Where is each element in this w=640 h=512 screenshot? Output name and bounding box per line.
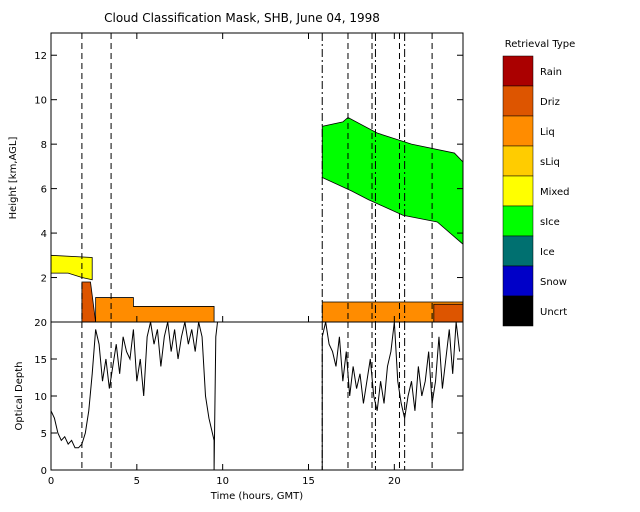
- colorbar-label-liq: Liq: [540, 127, 555, 138]
- mask-regions: [50, 116, 464, 323]
- bottom-y-tick-label-2: 10: [34, 392, 47, 403]
- optical-depth-lines: [50, 321, 461, 471]
- bottom-y-tick-label-0: 0: [41, 466, 47, 477]
- optical-depth-series-1: [321, 321, 461, 470]
- region-liq-2: [95, 297, 215, 323]
- colorbar-label-uncrt: Uncrt: [540, 307, 567, 318]
- colorbar-label-rain: Rain: [540, 67, 562, 78]
- top-y-ticks: 2 4 6 8 10 12: [34, 51, 463, 285]
- x-axis-label: Time (hours, GMT): [210, 491, 304, 502]
- colorbar-label-snow: Snow: [540, 277, 567, 288]
- top-y-tick-label-0: 2: [41, 274, 47, 285]
- top-y-tick-label-3: 8: [41, 140, 47, 151]
- x-tick-label-0: 0: [48, 476, 54, 487]
- bottom-x-ticks: 0 5 10 15 20: [48, 464, 401, 487]
- x-tick-label-3: 15: [302, 476, 315, 487]
- colorbar-swatch-snow: [502, 265, 534, 297]
- bottom-plot-frame: [50, 321, 464, 471]
- colorbar-swatch-sliq: [502, 145, 534, 177]
- colorbar-label-mixed: Mixed: [540, 187, 570, 198]
- colorbar-label-driz: Driz: [540, 97, 560, 108]
- top-reference-lines: [81, 33, 433, 322]
- colorbar-swatch-liq: [502, 115, 534, 147]
- bottom-y-tick-label-4: 20: [34, 318, 47, 329]
- colorbar-label-sice: sIce: [540, 217, 560, 228]
- region-driz-1: [81, 281, 97, 323]
- x-tick-label-4: 20: [388, 476, 401, 487]
- colorbar-swatch-rain: [502, 55, 534, 87]
- top-y-tick-label-5: 12: [34, 51, 47, 62]
- top-x-ticks: [50, 33, 395, 322]
- colorbar-swatch-mixed: [502, 175, 534, 207]
- top-y-tick-label-4: 10: [34, 96, 47, 107]
- top-y-axis-label: Height [km,AGL]: [8, 137, 19, 220]
- colorbar-swatch-sice: [502, 205, 534, 237]
- optical-depth-series-0: [50, 321, 219, 471]
- colorbar-swatch-ice: [502, 235, 534, 267]
- colorbar-label-sliq: sLiq: [540, 157, 560, 168]
- region-sice-5: [321, 116, 464, 246]
- top-y-tick-label-2: 6: [41, 185, 47, 196]
- bottom-y-tick-label-3: 15: [34, 355, 47, 366]
- x-tick-label-1: 5: [134, 476, 140, 487]
- x-tick-label-2: 10: [216, 476, 229, 487]
- colorbar-swatch-uncrt: [502, 295, 534, 327]
- colorbar-label-ice: Ice: [540, 247, 555, 258]
- region-mixed-0: [50, 254, 93, 281]
- colorbar: Rain Driz Liq sLiq Mixed sIce Ice Snow Uncrt: [502, 55, 570, 327]
- bottom-y-tick-label-1: 5: [41, 429, 47, 440]
- colorbar-title: Retrieval Type: [505, 39, 576, 50]
- region-driz-4: [433, 303, 464, 323]
- bottom-y-axis-label: Optical Depth: [14, 362, 25, 431]
- chart-title: Cloud Classification Mask, SHB, June 04,…: [104, 11, 380, 25]
- bottom-y-ticks: 0 5 10 15 20: [34, 318, 463, 477]
- top-y-tick-label-1: 4: [41, 229, 47, 240]
- colorbar-swatch-driz: [502, 85, 534, 117]
